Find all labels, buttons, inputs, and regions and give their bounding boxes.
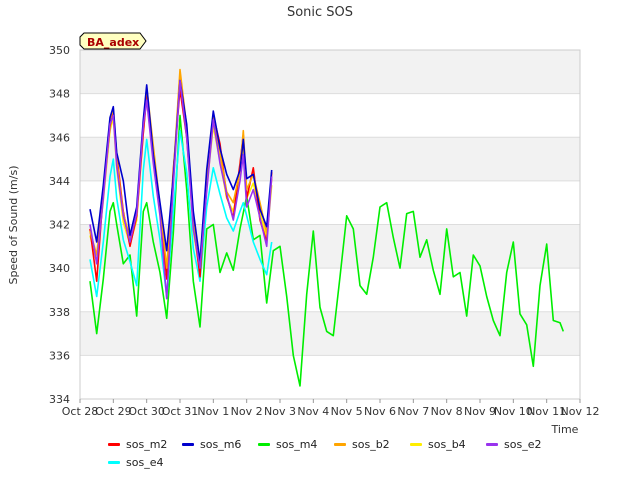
legend-item-sos_e4: sos_e4 <box>108 454 163 470</box>
legend-label: sos_b4 <box>428 437 466 451</box>
badge-box <box>79 32 147 50</box>
x-tick-label: Nov 8 <box>431 405 463 418</box>
legend-swatch <box>334 442 346 446</box>
legend-swatch <box>410 442 422 446</box>
legend-label: sos_b2 <box>352 437 390 451</box>
legend-swatch <box>108 460 120 464</box>
series-line-sos_e2 <box>89 79 273 300</box>
y-tick-label: 336 <box>49 349 70 362</box>
y-tick-label: 338 <box>49 306 70 319</box>
series-line-sos_m4 <box>89 114 565 387</box>
chart-title: Sonic SOS <box>287 5 353 20</box>
x-tick-label: Nov 11 <box>527 405 566 418</box>
legend-label: sos_m4 <box>276 437 318 451</box>
series-line-sos_e4 <box>89 129 273 298</box>
x-tick-label: Nov 1 <box>197 405 229 418</box>
legend-item-sos_m4: sos_m4 <box>258 436 317 452</box>
legend-item-sos_e2: sos_e2 <box>486 436 541 452</box>
legend-swatch <box>108 442 120 446</box>
legend-item-sos_m2: sos_m2 <box>108 436 167 452</box>
plot-band <box>80 180 580 225</box>
x-tick-label: Nov 9 <box>464 405 496 418</box>
legend-label: sos_e2 <box>504 437 542 451</box>
y-tick-label: 348 <box>49 88 70 101</box>
y-tick-label: 350 <box>49 44 70 57</box>
x-tick-label: Nov 7 <box>397 405 429 418</box>
x-tick-label: Oct 30 <box>128 405 165 418</box>
y-axis-label: Speed of Sound (m/s) <box>7 166 20 285</box>
legend-swatch <box>258 442 270 446</box>
legend-label: sos_m2 <box>126 437 168 451</box>
badge: BA_adex <box>79 32 147 50</box>
x-tick-label: Oct 29 <box>95 405 132 418</box>
legend-swatch <box>486 442 498 446</box>
plot-background <box>80 50 580 399</box>
plot-band <box>80 50 580 94</box>
x-axis-label: Time <box>551 423 579 436</box>
legend-swatch <box>182 442 194 446</box>
badge-label: BA_adex <box>87 36 139 49</box>
plot-band <box>80 137 580 181</box>
plot-band <box>80 355 580 399</box>
x-tick-label: Nov 5 <box>331 405 363 418</box>
legend-item-sos_b2: sos_b2 <box>334 436 390 452</box>
x-tick-label: Nov 10 <box>494 405 533 418</box>
y-tick-label: 334 <box>49 393 70 406</box>
x-tick-label: Nov 2 <box>231 405 263 418</box>
legend-label: sos_e4 <box>126 455 164 469</box>
y-tick-label: 340 <box>49 262 70 275</box>
x-tick-label: Nov 12 <box>561 405 600 418</box>
x-tick-label: Nov 6 <box>364 405 396 418</box>
series-lines <box>89 68 565 387</box>
y-tick-label: 344 <box>49 175 70 188</box>
legend-item-sos_m6: sos_m6 <box>182 436 241 452</box>
y-axis-ticks: 334 336 338 340 342 344 346 348 350 <box>49 44 70 406</box>
x-tick-label: Nov 3 <box>264 405 296 418</box>
legend-item-sos_b4: sos_b4 <box>410 436 466 452</box>
plot-band <box>80 93 580 138</box>
x-tick-label: Oct 28 <box>62 405 99 418</box>
y-tick-label: 342 <box>49 219 70 232</box>
x-tick-label: Oct 31 <box>162 405 199 418</box>
legend-label: sos_m6 <box>200 437 242 451</box>
x-tick-label: Nov 4 <box>297 405 329 418</box>
plot-frame <box>79 49 581 400</box>
y-tick-label: 346 <box>49 131 70 144</box>
